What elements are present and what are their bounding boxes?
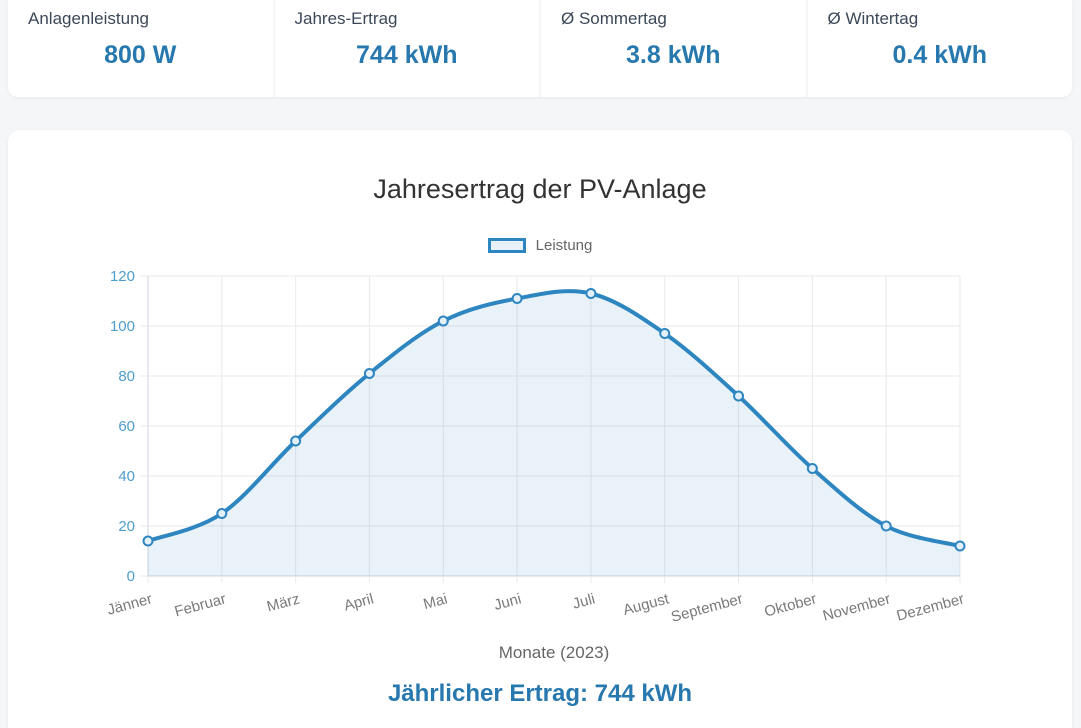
y-tick-label: 120 [110,269,135,285]
legend-label: Leistung [535,236,593,254]
stat-card-wintertag: Ø Wintertag 0.4 kWh [807,0,1072,97]
annual-yield-text: Jährlicher Ertrag: 744 kWh [387,680,693,707]
data-point[interactable] [733,390,745,402]
stat-value: 0.4 kWh [892,41,987,69]
chart-card: Jahresertrag der PV-Anlage Leistung 0 20 4… [8,130,1072,728]
data-point[interactable] [511,293,523,304]
x-tick-label: November [821,590,892,624]
chart-svg: 0 20 40 60 80 100 120 Jänner Februar März April Mai… [105,269,966,626]
x-tick-label: April [342,590,375,614]
y-tick-label: 100 [110,318,135,335]
x-tick-label: März [265,590,302,615]
stat-label: Ø Sommertag [561,9,667,28]
stat-card-sommertag: Ø Sommertag 3.8 kWh [541,0,806,97]
y-tick-label: 60 [118,418,135,435]
data-point[interactable] [142,535,154,547]
y-tick-label: 80 [118,368,135,385]
data-point[interactable] [437,315,449,327]
chart-legend[interactable]: Leistung [8,235,1072,255]
stats-row: Anlagenleistung 800 W Jahres-Ertrag 744 … [8,0,1072,97]
legend-swatch [487,237,526,253]
data-point[interactable] [363,368,375,379]
y-tick-label: 20 [118,518,135,535]
y-tick-label: 0 [127,568,135,585]
x-tick-label: Juni [492,590,523,614]
x-tick-label: Juli [571,590,597,612]
data-point[interactable] [806,463,818,474]
x-tick-label: Februar [173,590,228,620]
stat-label: Jahres-Ertrag [294,9,398,28]
x-tick-label: Oktober [762,590,818,620]
x-tick-label: Dezember [895,590,966,624]
stat-value: 744 kWh [356,41,458,69]
series-area-fill [148,291,960,576]
data-point[interactable] [290,435,302,447]
x-tick-label: August [621,590,671,619]
y-tick-label: 40 [118,468,135,485]
x-tick-label: Mai [422,590,450,613]
x-axis-title: Monate (2023) [498,643,610,662]
x-tick-label: Jänner [105,590,154,618]
stat-label: Ø Wintertag [827,9,919,28]
data-point[interactable] [585,288,597,299]
stat-label: Anlagenleistung [28,9,149,28]
stat-value: 800 W [104,41,177,69]
stat-card-jahres-ertrag: Jahres-Ertrag 744 kWh [274,0,539,97]
data-point[interactable] [216,508,228,519]
data-point[interactable] [954,540,966,552]
data-point[interactable] [659,328,671,339]
stat-card-anlagenleistung: Anlagenleistung 800 W [8,0,273,97]
data-point[interactable] [880,520,892,532]
stat-value: 3.8 kWh [626,41,721,69]
x-tick-label: September [669,590,744,625]
chart-title: Jahresertrag der PV-Anlage [373,174,707,204]
